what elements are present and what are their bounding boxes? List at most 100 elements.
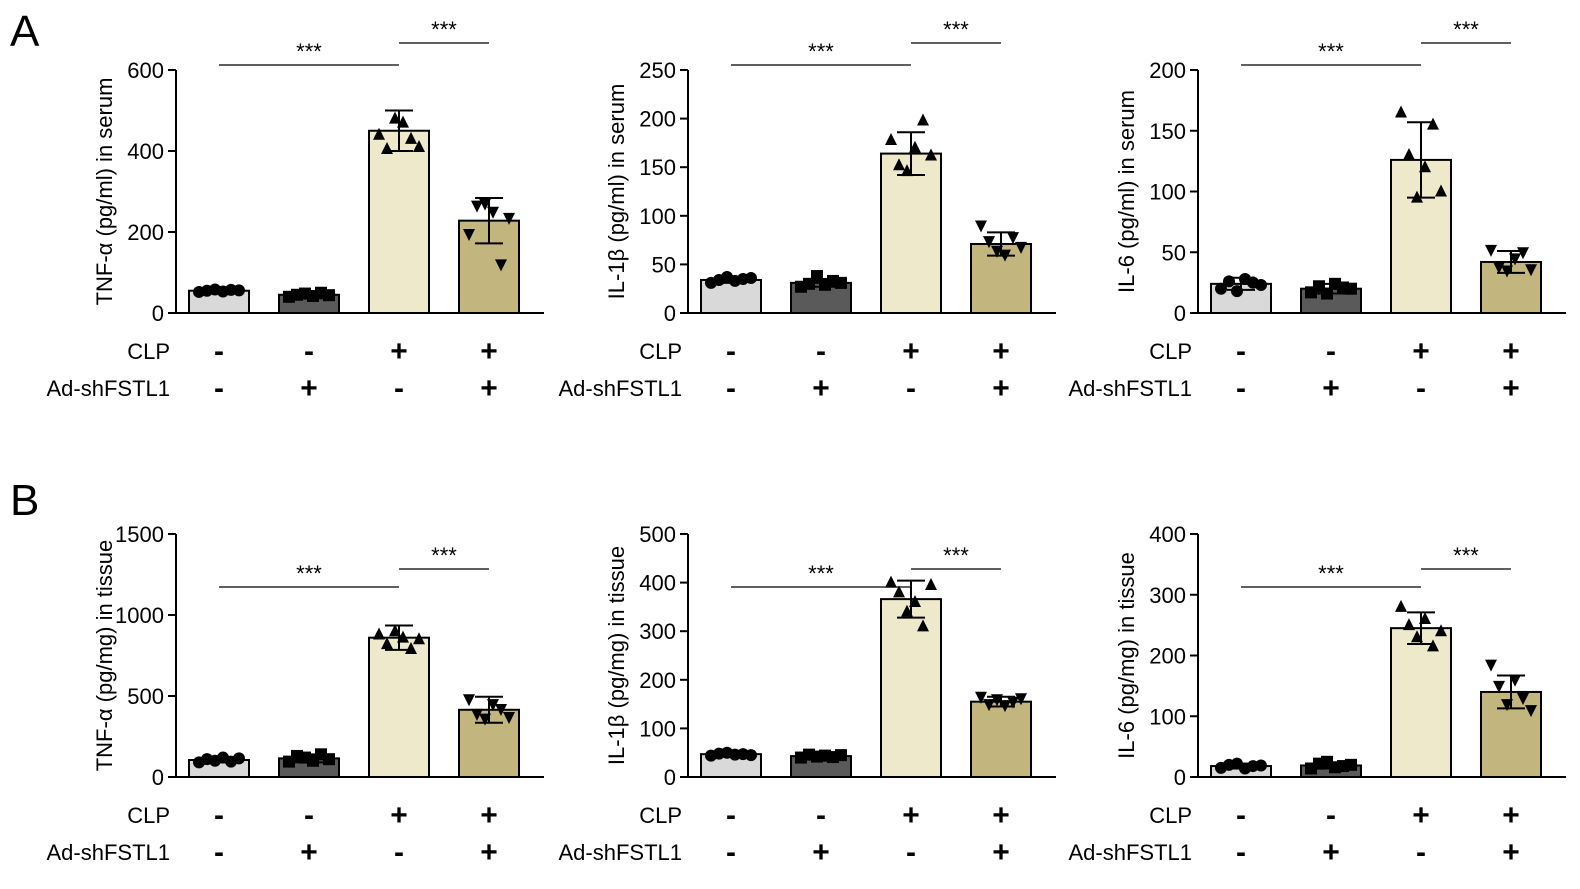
condition-plus: + — [902, 335, 920, 368]
condition-minus: - — [816, 799, 826, 832]
data-point — [1485, 244, 1497, 257]
data-point — [405, 131, 417, 144]
data-point — [909, 140, 921, 153]
condition-label: CLP — [639, 339, 682, 364]
condition-minus: - — [214, 799, 224, 832]
y-axis-label: TNF-α (pg/mg) in tissue — [92, 540, 117, 772]
data-point — [885, 575, 897, 588]
bar — [880, 598, 942, 779]
data-point — [471, 708, 483, 721]
condition-plus: + — [300, 372, 318, 405]
bar — [880, 152, 942, 314]
y-tick-label: 300 — [1149, 583, 1186, 608]
data-point — [463, 694, 475, 707]
condition-label: CLP — [127, 803, 170, 828]
data-point — [495, 703, 507, 716]
significance-label: *** — [1453, 543, 1479, 568]
data-point — [389, 111, 401, 124]
condition-minus: - — [214, 836, 224, 869]
data-point — [1525, 264, 1537, 277]
y-axis-label: TNF-α (pg/ml) in serum — [92, 78, 117, 306]
bar — [970, 700, 1032, 778]
y-tick-label: 100 — [639, 716, 676, 741]
data-point — [1435, 184, 1447, 197]
condition-label: Ad-shFSTL1 — [47, 376, 171, 401]
condition-plus: + — [1412, 335, 1430, 368]
condition-plus: + — [992, 836, 1010, 869]
data-point — [917, 619, 929, 632]
condition-label: Ad-shFSTL1 — [47, 840, 171, 865]
data-point — [835, 276, 847, 289]
significance-label: *** — [943, 17, 969, 42]
condition-plus: + — [480, 372, 498, 405]
y-tick-label: 500 — [639, 522, 676, 547]
y-axis-label: IL-6 (pg/mg) in tissue — [1114, 552, 1139, 759]
y-tick-label: 200 — [1149, 644, 1186, 669]
data-point — [1007, 232, 1019, 245]
data-point — [1485, 659, 1497, 672]
bar — [368, 636, 430, 778]
data-point — [1255, 759, 1267, 772]
data-point — [1345, 282, 1357, 295]
data-point — [909, 595, 921, 608]
data-point — [413, 632, 425, 645]
data-point — [1231, 285, 1243, 298]
y-axis-label: IL-6 (pg/ml) in serum — [1114, 90, 1139, 293]
y-tick-label: 200 — [639, 107, 676, 132]
significance-label: *** — [431, 17, 457, 42]
chart-6: 0 100 200 300 400 IL-6 (pg/mg) in tissue *** **… — [1069, 522, 1566, 869]
data-point — [233, 752, 245, 765]
data-point — [917, 113, 929, 126]
condition-label: Ad-shFSTL1 — [1069, 376, 1193, 401]
data-point — [1517, 693, 1529, 706]
data-point — [487, 699, 499, 712]
data-point — [373, 127, 385, 140]
y-tick-label: 100 — [1149, 704, 1186, 729]
data-point — [893, 158, 905, 171]
y-tick-label: 0 — [1174, 765, 1186, 790]
y-tick-label: 250 — [639, 58, 676, 83]
data-point — [1509, 253, 1521, 266]
chart-2: 0 50 100 150 200 250 IL-1β (pg/ml) in serum ***… — [559, 17, 1056, 405]
y-tick-label: 0 — [152, 765, 164, 790]
significance-label: *** — [943, 543, 969, 568]
condition-minus: - — [214, 335, 224, 368]
data-point — [983, 699, 995, 712]
chart-3: 0 50 100 150 200 IL-6 (pg/ml) in serum *** *** C… — [1069, 17, 1566, 405]
condition-minus: - — [726, 372, 736, 405]
data-point — [893, 585, 905, 598]
bar — [1390, 627, 1452, 778]
data-point — [1501, 699, 1513, 712]
data-point — [975, 220, 987, 233]
condition-minus: - — [1326, 799, 1336, 832]
y-tick-label: 0 — [1174, 301, 1186, 326]
data-point — [1007, 696, 1019, 709]
data-point — [1015, 693, 1027, 706]
significance-label: *** — [808, 39, 834, 64]
y-tick-label: 0 — [664, 765, 676, 790]
data-point — [999, 249, 1011, 262]
data-point — [1255, 279, 1267, 292]
data-point — [405, 642, 417, 655]
data-point — [901, 164, 913, 177]
y-tick-label: 600 — [127, 58, 164, 83]
condition-minus: - — [1326, 335, 1336, 368]
condition-minus: - — [1236, 836, 1246, 869]
condition-plus: + — [1502, 799, 1520, 832]
data-point — [463, 229, 475, 242]
y-tick-label: 150 — [1149, 119, 1186, 144]
condition-minus: - — [726, 335, 736, 368]
y-tick-label: 1500 — [115, 522, 164, 547]
condition-label: Ad-shFSTL1 — [1069, 840, 1193, 865]
data-point — [381, 637, 393, 650]
data-point — [503, 212, 515, 225]
y-tick-label: 400 — [639, 571, 676, 596]
data-point — [1427, 117, 1439, 130]
data-point — [479, 198, 491, 211]
data-point — [1509, 674, 1521, 687]
condition-label: Ad-shFSTL1 — [559, 376, 683, 401]
data-point — [1223, 275, 1235, 288]
chart-5: 0 100 200 300 400 500 IL-1β (pg/mg) in tissue *… — [559, 522, 1056, 869]
condition-plus: + — [1412, 799, 1430, 832]
